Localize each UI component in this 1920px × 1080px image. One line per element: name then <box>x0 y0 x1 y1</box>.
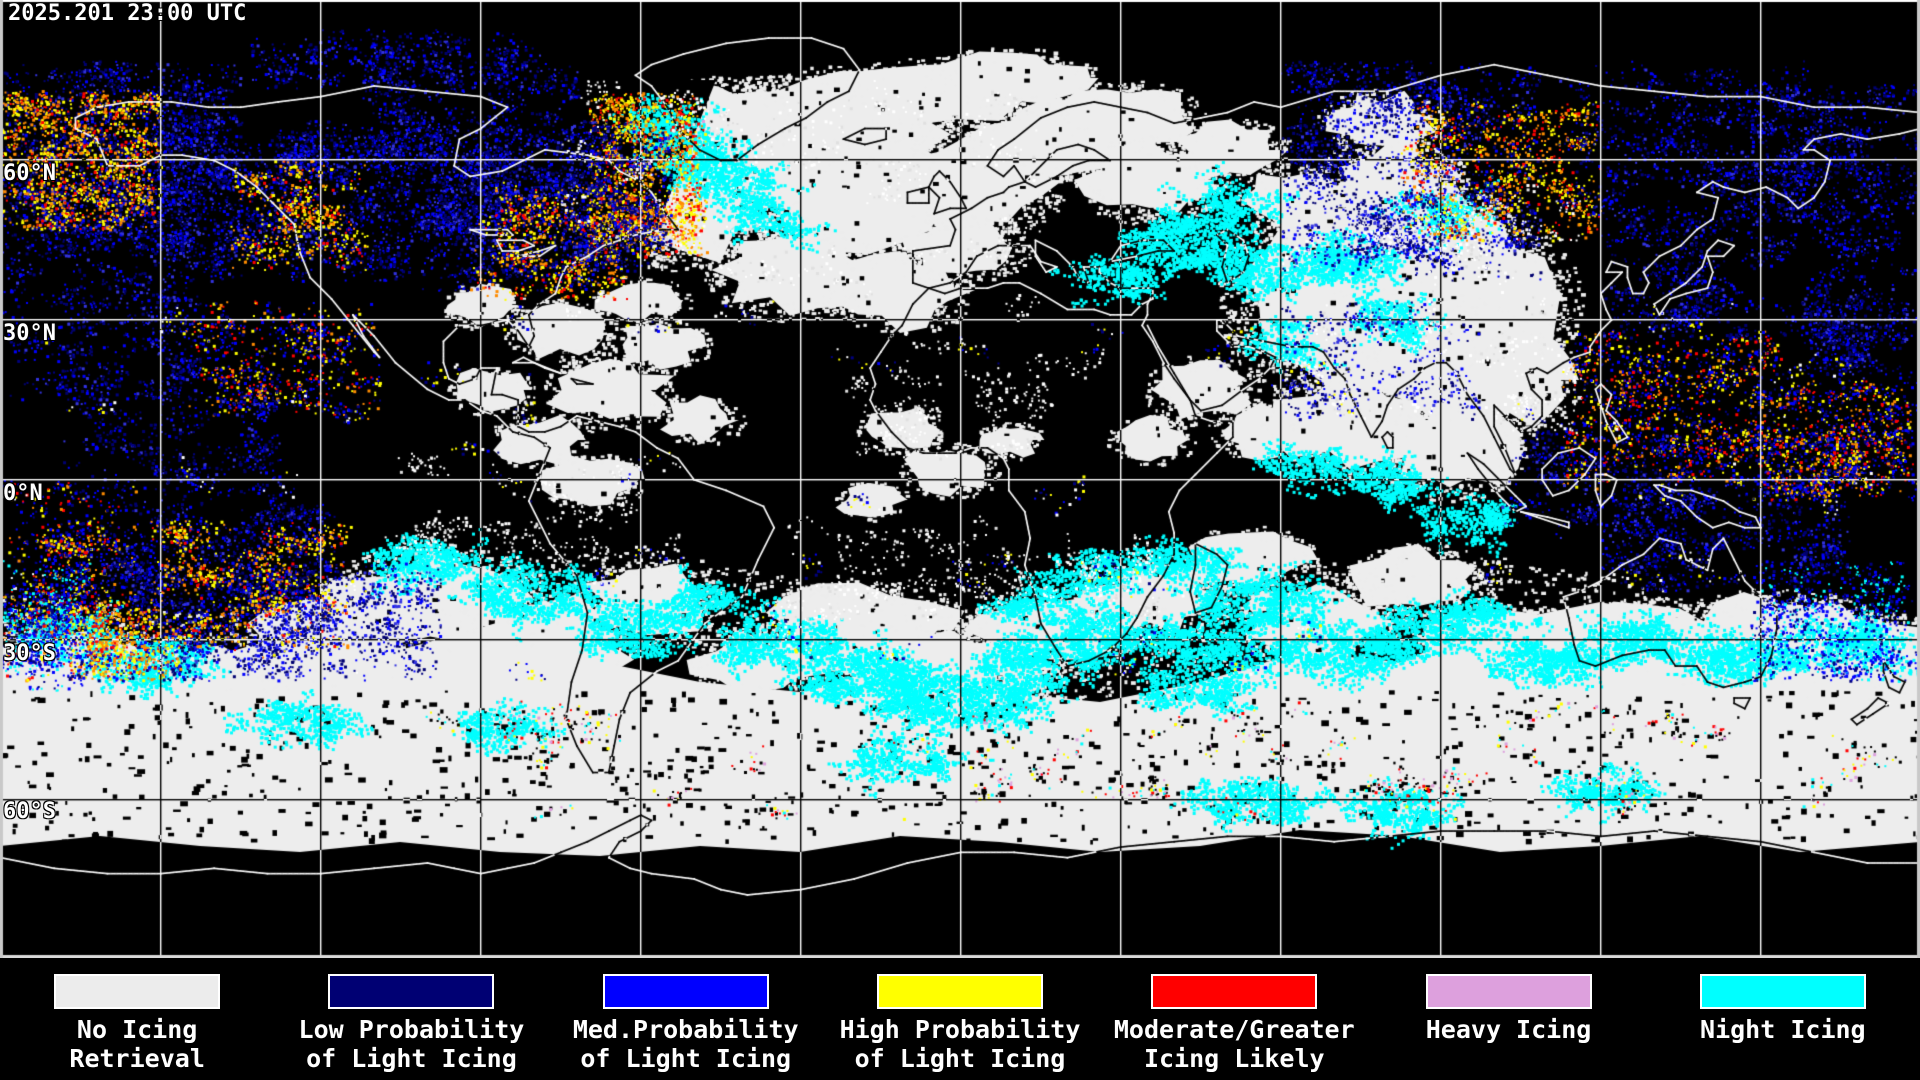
lat-label-0n: 0°N <box>3 481 43 506</box>
moderate-greater-swatch <box>1151 974 1318 1009</box>
night-icing-swatch <box>1699 974 1866 1009</box>
legend-label: Med.Probability <box>572 1015 799 1044</box>
legend-label: Night Icing <box>1700 1015 1866 1044</box>
legend-item-high-probability: High Probability of Light Icing <box>823 958 1097 1073</box>
world-icing-map: 2025.201 23:00 UTC 60°N 30°N 0°N 30°S 60… <box>0 0 1920 958</box>
lat-label-60n: 60°N <box>3 161 56 186</box>
timestamp-label: 2025.201 23:00 UTC <box>8 1 247 26</box>
low-probability-swatch <box>328 974 495 1009</box>
med-probability-swatch <box>602 974 769 1009</box>
high-probability-swatch <box>876 974 1043 1009</box>
lat-label-60s: 60°S <box>3 799 56 824</box>
no-icing-swatch <box>54 974 221 1009</box>
legend-item-med-probability: Med.Probability of Light Icing <box>549 958 823 1073</box>
legend-label: Moderate/Greater <box>1113 1015 1355 1044</box>
legend-label: High Probability <box>839 1015 1081 1044</box>
heavy-icing-swatch <box>1425 974 1592 1009</box>
legend-item-heavy-icing: Heavy Icing <box>1371 958 1645 1044</box>
legend-label: No Icing <box>76 1015 198 1044</box>
legend-item-night-icing: Night Icing <box>1646 958 1920 1044</box>
lat-label-30s: 30°S <box>3 641 56 666</box>
icing-map-canvas <box>0 0 1920 958</box>
legend: No Icing Retrieval Low Probability of Ligh… <box>0 958 1920 1080</box>
legend-label: Heavy Icing <box>1425 1015 1592 1044</box>
legend-item-no-icing: No Icing Retrieval <box>0 958 274 1073</box>
legend-item-low-probability: Low Probability of Light Icing <box>274 958 548 1073</box>
legend-item-moderate-greater: Moderate/Greater Icing Likely <box>1097 958 1371 1073</box>
legend-label: Low Probability <box>298 1015 525 1044</box>
lat-label-30n: 30°N <box>3 321 56 346</box>
